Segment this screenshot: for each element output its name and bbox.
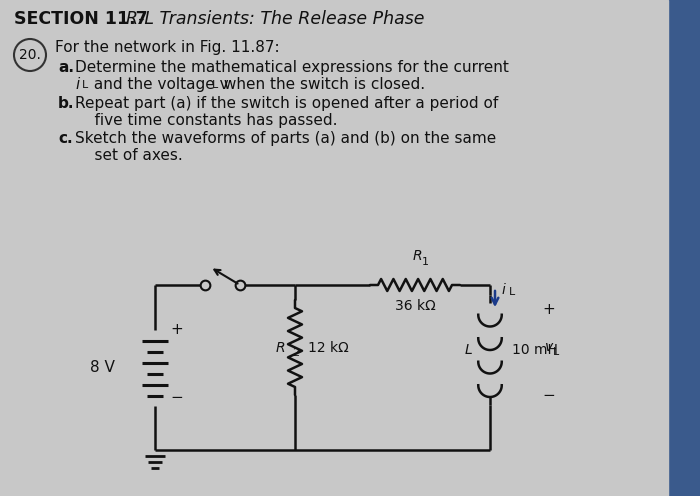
- Text: 20.: 20.: [19, 48, 41, 62]
- Text: L: L: [553, 347, 559, 357]
- Text: c.: c.: [58, 131, 73, 146]
- Text: R-L Transients: The Release Phase: R-L Transients: The Release Phase: [126, 10, 424, 28]
- Text: when the switch is closed.: when the switch is closed.: [219, 77, 425, 92]
- Text: i: i: [75, 77, 79, 92]
- Text: set of axes.: set of axes.: [75, 148, 183, 163]
- Text: L: L: [509, 287, 515, 297]
- Text: 36 kΩ: 36 kΩ: [395, 299, 435, 313]
- Text: SECTION 11.7: SECTION 11.7: [14, 10, 148, 28]
- Text: five time constants has passed.: five time constants has passed.: [75, 113, 337, 128]
- Bar: [668, 0, 700, 496]
- Text: L: L: [464, 343, 472, 357]
- Text: +: +: [542, 303, 554, 317]
- Text: Determine the mathematical expressions for the current: Determine the mathematical expressions f…: [75, 60, 509, 75]
- Text: R: R: [275, 340, 285, 355]
- Text: 10 mH: 10 mH: [512, 343, 558, 357]
- Text: L: L: [212, 80, 218, 90]
- Text: 1: 1: [422, 257, 429, 267]
- Text: a.: a.: [58, 60, 74, 75]
- Text: −: −: [170, 390, 183, 405]
- Text: −: −: [542, 387, 554, 402]
- Text: +: +: [170, 322, 183, 337]
- Text: 2: 2: [292, 348, 299, 358]
- Text: 8 V: 8 V: [90, 360, 115, 375]
- Text: R: R: [413, 249, 423, 263]
- Text: For the network in Fig. 11.87:: For the network in Fig. 11.87:: [55, 40, 279, 55]
- Text: Repeat part (a) if the switch is opened after a period of: Repeat part (a) if the switch is opened …: [75, 96, 498, 111]
- Text: Sketch the waveforms of parts (a) and (b) on the same: Sketch the waveforms of parts (a) and (b…: [75, 131, 496, 146]
- Text: L: L: [82, 80, 88, 90]
- Text: 12 kΩ: 12 kΩ: [308, 340, 349, 355]
- Text: and the voltage v: and the voltage v: [89, 77, 229, 92]
- Text: b.: b.: [58, 96, 74, 111]
- Text: i: i: [502, 283, 506, 297]
- Text: v: v: [545, 340, 553, 354]
